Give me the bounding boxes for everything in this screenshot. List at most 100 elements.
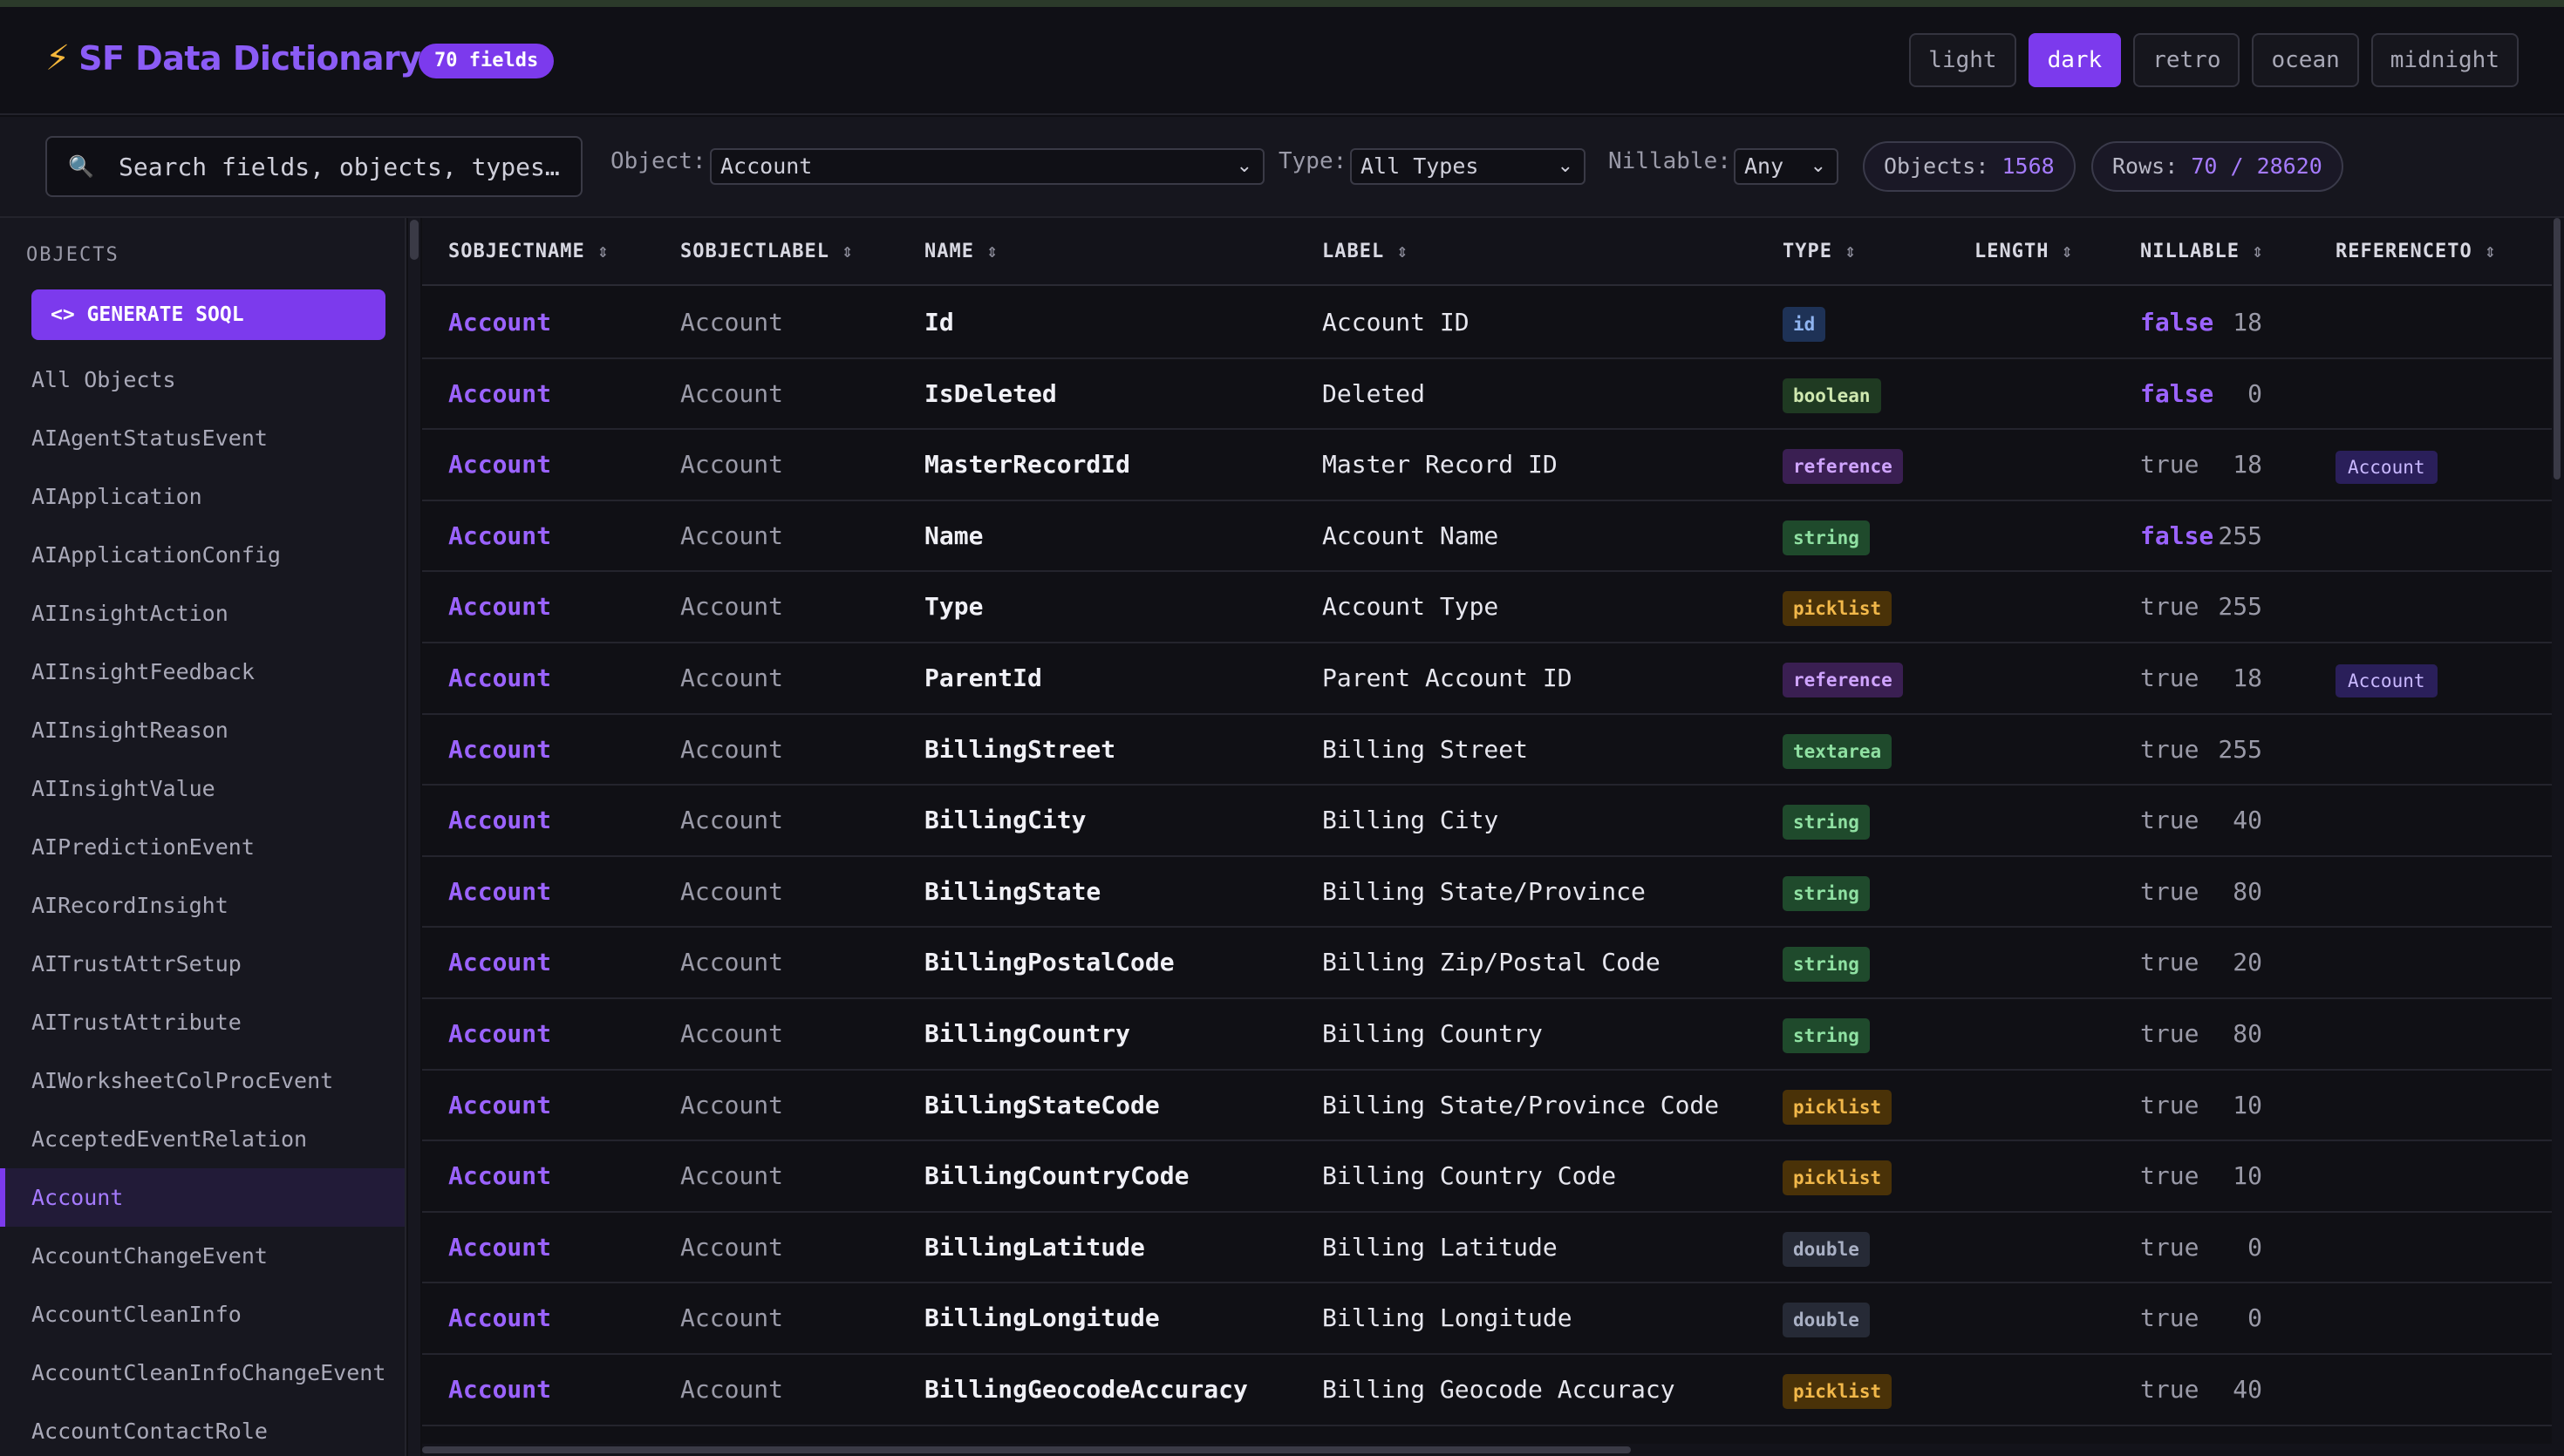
sidebar-item[interactable]: AIInsightValue	[31, 776, 215, 801]
theme-button-ocean[interactable]: ocean	[2252, 33, 2359, 87]
column-header[interactable]: NILLABLE ⇕	[2140, 241, 2264, 262]
sidebar-item[interactable]: AIAgentStatusEvent	[31, 425, 268, 451]
column-header[interactable]: LABEL ⇕	[1322, 241, 1409, 262]
column-header[interactable]: TYPE ⇕	[1783, 241, 1857, 262]
theme-button-midnight[interactable]: midnight	[2370, 33, 2519, 87]
type-badge: reference	[1783, 662, 1903, 697]
sidebar-item[interactable]: AccountCleanInfo	[31, 1302, 242, 1327]
sobject-name-link[interactable]: Account	[448, 592, 552, 622]
sort-icon[interactable]: ⇕	[2061, 244, 2074, 261]
object-select[interactable]: Account ⌄	[710, 148, 1265, 185]
column-header[interactable]: LENGTH ⇕	[1974, 241, 2074, 262]
sidebar-scrollbar-thumb[interactable]	[410, 220, 419, 260]
sort-icon[interactable]: ⇕	[985, 244, 999, 261]
table-row[interactable]: Account Account BillingStreet Billing Stree…	[422, 715, 2552, 786]
chevron-down-icon: ⌄	[1236, 155, 1252, 177]
sort-icon[interactable]: ⇕	[2484, 244, 2498, 261]
sobject-name-link[interactable]: Account	[448, 450, 552, 480]
field-label: Billing Zip/Postal Code	[1322, 948, 1660, 977]
table-row[interactable]: Account Account BillingGeocodeAccuracy Bill…	[422, 1355, 2552, 1426]
table-row[interactable]: Account Account BillingCountry Billing Coun…	[422, 999, 2552, 1071]
reference-to-badge[interactable]: Account	[2336, 451, 2438, 485]
sobject-name-link[interactable]: Account	[448, 806, 552, 835]
sort-icon[interactable]: ⇕	[597, 244, 610, 261]
column-header[interactable]: SOBJECTNAME ⇕	[448, 241, 610, 262]
sidebar-item[interactable]: AIPredictionEvent	[31, 834, 255, 860]
table-horizontal-scrollbar-thumb[interactable]	[422, 1446, 1631, 1453]
sort-icon[interactable]: ⇕	[1396, 244, 1409, 261]
sidebar-item[interactable]: AIWorksheetColProcEvent	[31, 1068, 334, 1093]
sidebar-item[interactable]: AIApplication	[31, 484, 202, 509]
table-row[interactable]: Account Account BillingStateCode Billing St…	[422, 1071, 2552, 1142]
field-name: BillingCountryCode	[924, 1161, 1190, 1191]
sidebar-item[interactable]: AIApplicationConfig	[31, 542, 281, 568]
sidebar-item[interactable]: AccountContactRole	[31, 1419, 268, 1444]
sobject-label: Account	[680, 378, 784, 408]
sobject-name-link[interactable]: Account	[448, 734, 552, 764]
sobject-name-link[interactable]: Account	[448, 1090, 552, 1119]
theme-button-light[interactable]: light	[1909, 33, 2016, 87]
theme-button-retro[interactable]: retro	[2133, 33, 2240, 87]
table-row[interactable]: Account Account Name Account Name string 255 f…	[422, 501, 2552, 573]
sidebar-item[interactable]: AIInsightAction	[31, 601, 228, 626]
sobject-name-link[interactable]: Account	[448, 1303, 552, 1333]
column-header[interactable]: NAME ⇕	[924, 241, 999, 262]
sobject-name-link[interactable]: Account	[448, 378, 552, 408]
sobject-name-link[interactable]: Account	[448, 520, 552, 550]
table-row[interactable]: Account Account BillingPostalCode Billing Z…	[422, 928, 2552, 999]
column-header[interactable]: SOBJECTLABEL ⇕	[680, 241, 854, 262]
sobject-name-link[interactable]: Account	[448, 948, 552, 977]
table-row[interactable]: Account Account Id Account ID id 18 false	[422, 288, 2552, 359]
table-vertical-scrollbar[interactable]	[2552, 218, 2564, 1456]
table-row[interactable]: Account Account Type Account Type picklist 25…	[422, 572, 2552, 643]
search-input[interactable]: 🔍 Search fields, objects, types…	[45, 136, 583, 197]
table-row[interactable]: Account Account BillingLongitude Billing Lo…	[422, 1283, 2552, 1355]
sobject-name-link[interactable]: Account	[448, 308, 552, 337]
sidebar-item[interactable]: All Objects	[31, 367, 176, 392]
sobject-name-link[interactable]: Account	[448, 1374, 552, 1404]
type-badge: picklist	[1783, 1160, 1892, 1196]
sobject-name-link[interactable]: Account	[448, 876, 552, 906]
sidebar-item[interactable]: Account	[0, 1168, 405, 1227]
sidebar-item[interactable]: AITrustAttribute	[31, 1010, 242, 1035]
sort-icon[interactable]: ⇕	[841, 244, 855, 261]
table-row[interactable]: Account Account BillingLatitude Billing Lat…	[422, 1213, 2552, 1284]
sidebar-item[interactable]: AccountCleanInfoChangeEvent	[31, 1360, 386, 1385]
nillable-select[interactable]: Any ⌄	[1734, 148, 1838, 185]
table-row[interactable]: Account Account BillingCountryCode Billing …	[422, 1141, 2552, 1213]
field-label: Billing City	[1322, 806, 1499, 835]
table-row[interactable]: Account Account MasterRecordId Master Recor…	[422, 430, 2552, 501]
table-row[interactable]: Account Account BillingCity Billing City str…	[422, 786, 2552, 857]
field-name: BillingPostalCode	[924, 948, 1175, 977]
sidebar-item[interactable]: AIInsightFeedback	[31, 659, 255, 684]
sort-icon[interactable]: ⇕	[1844, 244, 1858, 261]
type-select[interactable]: All Types ⌄	[1350, 148, 1585, 185]
sort-icon[interactable]: ⇕	[2251, 244, 2265, 261]
field-label: Account Name	[1322, 520, 1499, 550]
nillable-value: true	[2140, 948, 2199, 977]
sidebar-item[interactable]: AIRecordInsight	[31, 893, 228, 918]
field-name: BillingGeocodeAccuracy	[924, 1374, 1248, 1404]
sidebar-item[interactable]: AIInsightReason	[31, 718, 228, 743]
sidebar-scrollbar[interactable]	[408, 218, 420, 1456]
sidebar-item[interactable]: AccountChangeEvent	[31, 1243, 268, 1269]
generate-soql-button[interactable]: <> GENERATE SOQL	[31, 289, 385, 340]
field-length: 255	[2218, 592, 2262, 622]
sidebar-item[interactable]: AITrustAttrSetup	[31, 951, 242, 976]
sobject-name-link[interactable]: Account	[448, 663, 552, 692]
table-vertical-scrollbar-thumb[interactable]	[2554, 218, 2561, 480]
column-header[interactable]: REFERENCETO ⇕	[2336, 241, 2497, 262]
sobject-label: Account	[680, 1232, 784, 1262]
nillable-value: false	[2140, 378, 2214, 408]
table-row[interactable]: Account Account BillingState Billing State/…	[422, 857, 2552, 929]
table-horizontal-scrollbar[interactable]	[422, 1444, 2552, 1456]
sobject-name-link[interactable]: Account	[448, 1232, 552, 1262]
sobject-name-link[interactable]: Account	[448, 1161, 552, 1191]
sobject-name-link[interactable]: Account	[448, 1018, 552, 1048]
theme-button-dark[interactable]: dark	[2028, 33, 2122, 87]
sidebar-item[interactable]: AcceptedEventRelation	[31, 1126, 308, 1152]
table-row[interactable]: Account Account ParentId Parent Account ID r…	[422, 643, 2552, 715]
sobject-label: Account	[680, 734, 784, 764]
reference-to-badge[interactable]: Account	[2336, 663, 2438, 697]
table-row[interactable]: Account Account IsDeleted Deleted boolean 0 fa…	[422, 359, 2552, 431]
